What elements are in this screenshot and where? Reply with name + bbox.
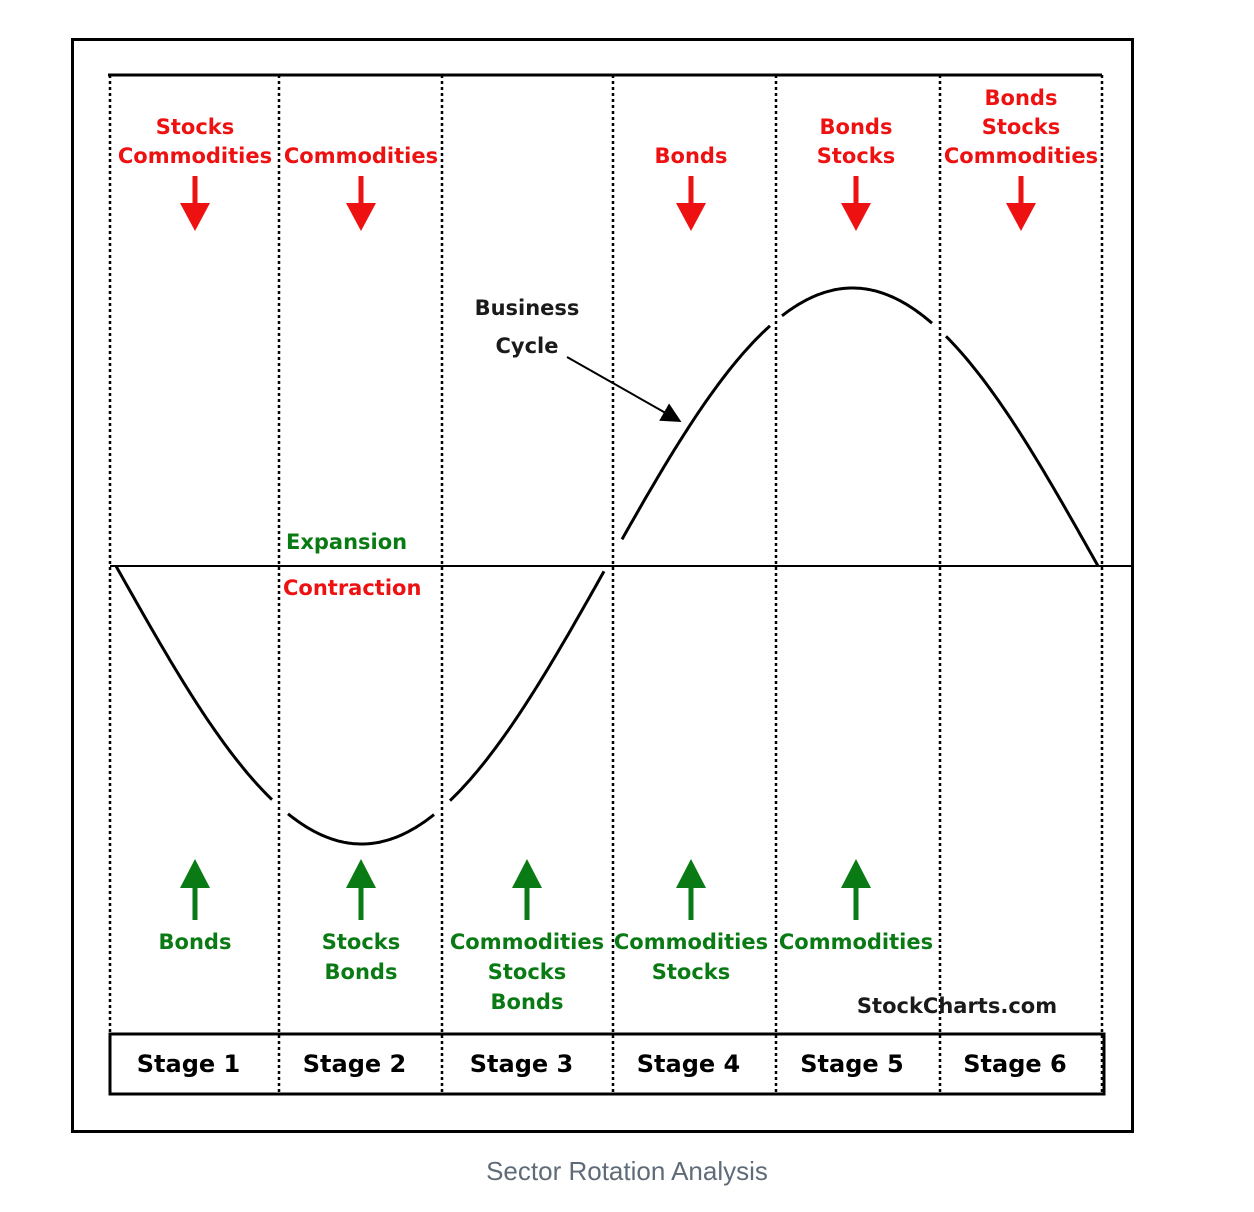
stage-label-6: Stage 6 bbox=[963, 1050, 1066, 1078]
arrow-down-icon bbox=[1006, 176, 1036, 231]
bottom-labels: Bonds Stocks Bonds Commodities Stocks Bonds Co… bbox=[159, 859, 933, 1014]
bottom-label-stage4-0: Commodities bbox=[614, 930, 768, 954]
bottom-label-stage2-0: Stocks bbox=[322, 930, 401, 954]
bottom-label-stage4-1: Stocks bbox=[652, 960, 731, 984]
contraction-label: Contraction bbox=[283, 576, 421, 600]
stage-label-3: Stage 3 bbox=[470, 1050, 573, 1078]
arrow-up-icon bbox=[676, 859, 706, 920]
top-label-stage1-0: Stocks bbox=[156, 115, 235, 139]
top-label-stage5-1: Stocks bbox=[817, 144, 896, 168]
expansion-label: Expansion bbox=[286, 530, 407, 554]
curve-segment-3 bbox=[620, 324, 772, 541]
top-label-stage1-1: Commodities bbox=[118, 144, 272, 168]
bottom-label-stage2-1: Bonds bbox=[325, 960, 398, 984]
stage-bar bbox=[108, 1032, 1106, 1096]
curve-segment-4 bbox=[781, 286, 933, 325]
bottom-label-stage3-0: Commodities bbox=[450, 930, 604, 954]
arrow-down-icon bbox=[841, 176, 871, 231]
arrow-down-icon bbox=[180, 176, 210, 231]
arrow-up-icon bbox=[180, 859, 210, 920]
business-cycle-curve bbox=[114, 286, 1100, 846]
bottom-label-stage5-0: Commodities bbox=[779, 930, 933, 954]
arrow-down-icon bbox=[676, 176, 706, 231]
curve-segment-2 bbox=[448, 570, 606, 802]
bottom-label-stage3-1: Stocks bbox=[488, 960, 567, 984]
top-labels: Stocks Commodities Commodities Bonds Bonds St… bbox=[118, 86, 1098, 231]
arrow-up-icon bbox=[346, 859, 376, 920]
bottom-label-stage1-0: Bonds bbox=[159, 930, 232, 954]
diagram-frame bbox=[71, 38, 1134, 1133]
top-label-stage5-0: Bonds bbox=[820, 115, 893, 139]
arrow-up-icon bbox=[512, 859, 542, 920]
business-cycle-label-line1: Business bbox=[475, 296, 580, 320]
stage-label-4: Stage 4 bbox=[637, 1050, 740, 1078]
bottom-label-stage3-2: Bonds bbox=[491, 990, 564, 1014]
business-cycle-label-line2: Cycle bbox=[496, 334, 559, 358]
top-label-stage2-0: Commodities bbox=[284, 144, 438, 168]
top-label-stage6-1: Stocks bbox=[982, 115, 1061, 139]
stage-label-2: Stage 2 bbox=[303, 1050, 406, 1078]
top-label-stage4-0: Bonds bbox=[655, 144, 728, 168]
arrow-up-icon bbox=[841, 859, 871, 920]
top-label-stage6-0: Bonds bbox=[985, 86, 1058, 110]
business-cycle-pointer-arrow bbox=[566, 356, 682, 422]
top-label-stage6-2: Commodities bbox=[944, 144, 1098, 168]
stage-label-1: Stage 1 bbox=[137, 1050, 240, 1078]
curve-segment-0 bbox=[114, 565, 274, 801]
arrow-down-icon bbox=[346, 176, 376, 231]
stage-dividers bbox=[108, 75, 1104, 1094]
stage-label-5: Stage 5 bbox=[800, 1050, 903, 1078]
curve-segment-1 bbox=[287, 812, 435, 846]
figure-caption: Sector Rotation Analysis bbox=[486, 1156, 768, 1186]
curve-segment-5 bbox=[944, 335, 1100, 567]
watermark: StockCharts.com bbox=[857, 994, 1057, 1018]
stage-names: Stage 1 Stage 2 Stage 3 Stage 4 Stage 5 Stage… bbox=[137, 1050, 1067, 1078]
